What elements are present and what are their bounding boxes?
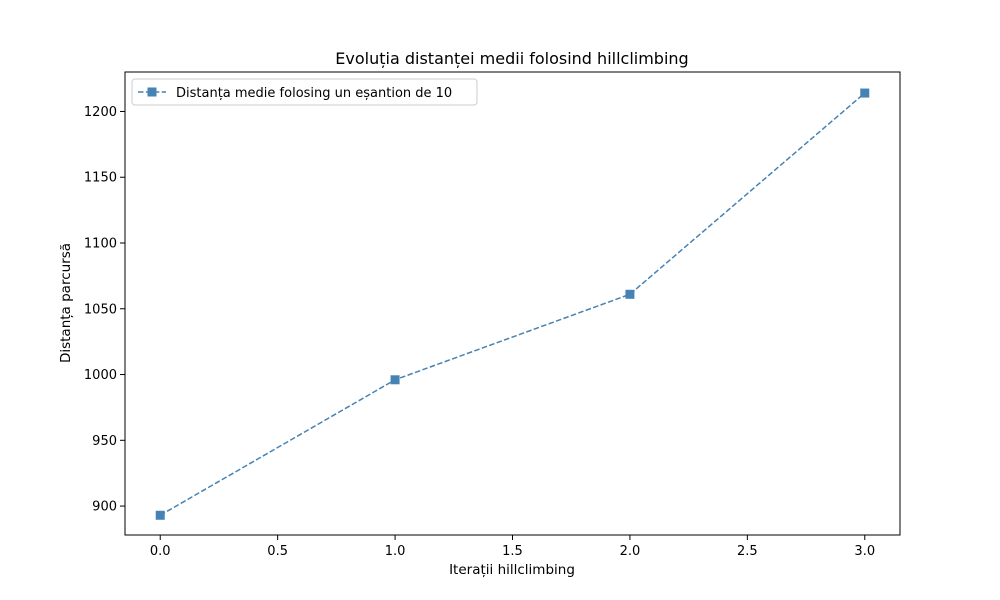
x-tick-label: 2.5	[737, 544, 758, 559]
y-axis: 900 950 1000 1050 1100 1150 1200	[84, 105, 125, 515]
legend-box	[131, 78, 478, 106]
y-tick-label: 1050	[84, 302, 117, 317]
x-axis: 0.0 0.5 1.0 1.5 2.0 2.5 3.0	[150, 535, 875, 559]
legend-marker-square	[147, 87, 157, 97]
x-tick-label: 0.0	[150, 544, 171, 559]
y-tick-label: 950	[92, 434, 117, 449]
chart-title: Evoluția distanței medii folosind hillcl…	[335, 49, 688, 68]
x-axis-label: Iterații hillclimbing	[449, 562, 575, 578]
legend: Distanța medie folosing un eșantion de 1…	[131, 78, 478, 106]
y-tick-label: 1100	[84, 236, 117, 251]
data-point-marker	[155, 510, 165, 520]
y-tick-label: 900	[92, 500, 117, 515]
series-layer	[155, 88, 870, 520]
y-tick-label: 1200	[84, 105, 117, 120]
x-tick-label: 1.0	[385, 544, 406, 559]
y-tick-label: 1000	[84, 368, 117, 383]
x-tick-label: 3.0	[854, 544, 875, 559]
x-tick-label: 2.0	[620, 544, 641, 559]
legend-entry-label: Distanța medie folosing un eșantion de 1…	[176, 86, 452, 101]
data-point-marker	[625, 289, 635, 299]
series-line	[159, 92, 866, 516]
x-tick-label: 1.5	[502, 544, 523, 559]
y-axis-label: Distanța parcursă	[58, 243, 74, 363]
data-point-marker	[390, 375, 400, 385]
y-tick-label: 1150	[84, 171, 117, 186]
data-point-marker	[860, 88, 870, 98]
x-tick-label: 0.5	[267, 544, 288, 559]
